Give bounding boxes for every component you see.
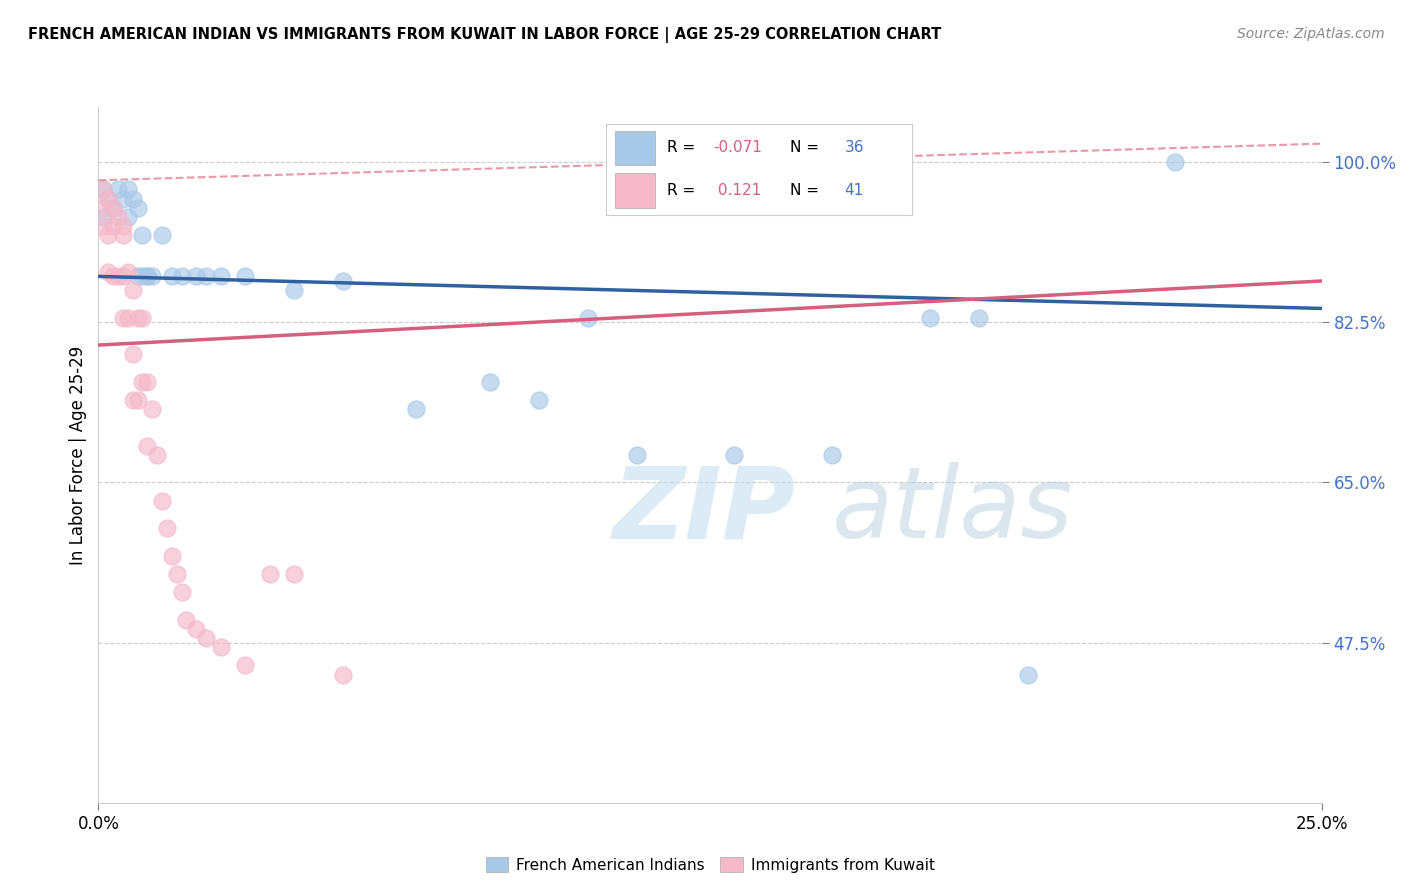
Point bbox=[170, 269, 193, 284]
Point bbox=[283, 566, 305, 581]
Point bbox=[170, 585, 193, 599]
Point bbox=[121, 392, 143, 407]
Point bbox=[117, 265, 139, 279]
Point bbox=[478, 375, 501, 389]
Point bbox=[131, 310, 153, 325]
Point bbox=[967, 310, 990, 325]
Point bbox=[91, 210, 114, 224]
Point bbox=[107, 210, 129, 224]
Point bbox=[101, 201, 124, 215]
Point bbox=[117, 310, 139, 325]
Point bbox=[121, 283, 143, 297]
Point bbox=[186, 269, 208, 284]
Point bbox=[156, 521, 179, 535]
Point bbox=[146, 448, 169, 462]
Point bbox=[136, 269, 159, 284]
Point bbox=[332, 274, 354, 288]
Text: FRENCH AMERICAN INDIAN VS IMMIGRANTS FROM KUWAIT IN LABOR FORCE | AGE 25-29 CORR: FRENCH AMERICAN INDIAN VS IMMIGRANTS FRO… bbox=[28, 27, 942, 43]
Point bbox=[195, 631, 218, 645]
Point bbox=[136, 269, 159, 284]
Point bbox=[195, 269, 218, 284]
Point bbox=[1164, 155, 1187, 169]
Point bbox=[209, 269, 232, 284]
Point bbox=[136, 375, 159, 389]
Point bbox=[101, 219, 124, 233]
Point bbox=[283, 283, 305, 297]
Text: atlas: atlas bbox=[832, 462, 1074, 559]
Point bbox=[111, 310, 134, 325]
Point bbox=[127, 269, 149, 284]
Point bbox=[111, 192, 134, 206]
Point bbox=[160, 549, 183, 563]
Point bbox=[111, 269, 134, 284]
Legend: French American Indians, Immigrants from Kuwait: French American Indians, Immigrants from… bbox=[479, 850, 941, 879]
Point bbox=[121, 347, 143, 361]
Point bbox=[127, 392, 149, 407]
Point bbox=[121, 192, 143, 206]
Point bbox=[111, 219, 134, 233]
Point bbox=[141, 402, 163, 417]
Point bbox=[97, 228, 120, 243]
Point bbox=[91, 182, 114, 196]
Point bbox=[107, 182, 129, 196]
Point bbox=[166, 566, 188, 581]
Point bbox=[136, 439, 159, 453]
Point bbox=[101, 201, 124, 215]
Point bbox=[405, 402, 427, 417]
Point bbox=[101, 269, 124, 284]
Point bbox=[97, 192, 120, 206]
Y-axis label: In Labor Force | Age 25-29: In Labor Force | Age 25-29 bbox=[69, 345, 87, 565]
Point bbox=[920, 310, 942, 325]
Point bbox=[131, 228, 153, 243]
Point bbox=[821, 448, 844, 462]
Point bbox=[1017, 667, 1039, 681]
Point bbox=[91, 219, 114, 233]
Point bbox=[127, 201, 149, 215]
Point bbox=[131, 375, 153, 389]
Point bbox=[150, 228, 173, 243]
Point bbox=[117, 182, 139, 196]
Point bbox=[117, 210, 139, 224]
Point bbox=[259, 566, 281, 581]
Point bbox=[107, 269, 129, 284]
Point bbox=[176, 613, 198, 627]
Point bbox=[233, 658, 256, 673]
Point bbox=[576, 310, 599, 325]
Point bbox=[626, 448, 648, 462]
Point bbox=[150, 493, 173, 508]
Point bbox=[209, 640, 232, 655]
Point bbox=[723, 448, 745, 462]
Point bbox=[160, 269, 183, 284]
Text: ZIP: ZIP bbox=[612, 462, 796, 559]
Text: Source: ZipAtlas.com: Source: ZipAtlas.com bbox=[1237, 27, 1385, 41]
Point bbox=[91, 201, 114, 215]
Point bbox=[332, 667, 354, 681]
Point bbox=[233, 269, 256, 284]
Point bbox=[186, 622, 208, 636]
Point bbox=[141, 269, 163, 284]
Point bbox=[127, 310, 149, 325]
Point bbox=[91, 182, 114, 196]
Point bbox=[527, 392, 550, 407]
Point bbox=[131, 269, 153, 284]
Point bbox=[97, 265, 120, 279]
Point bbox=[111, 228, 134, 243]
Point bbox=[97, 192, 120, 206]
